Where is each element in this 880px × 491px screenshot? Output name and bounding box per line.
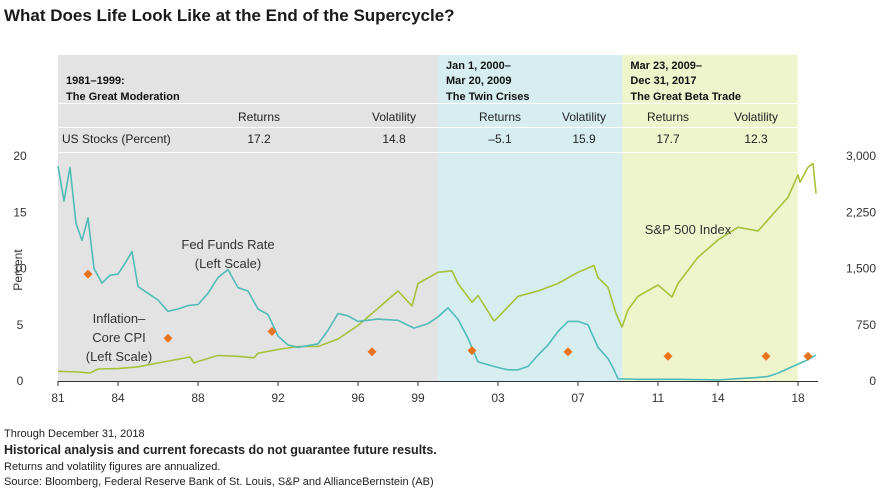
series-annotations: Fed Funds Rate (Left Scale) Inflation– C… xyxy=(86,222,732,364)
era-name-line2: The Great Moderation xyxy=(66,91,180,103)
y-left-tick-label: 5 xyxy=(17,318,24,332)
era-name-line2: The Great Beta Trade xyxy=(630,91,741,103)
x-tick-label: 03 xyxy=(491,391,505,405)
x-tick-label: 96 xyxy=(351,391,365,405)
returns-value: –5.1 xyxy=(488,132,512,146)
sp500-line xyxy=(57,162,817,374)
era-name-line1: 1981–1999: xyxy=(66,75,125,87)
volatility-header: Volatility xyxy=(562,110,606,124)
era-name-line1: Dec 31, 2017 xyxy=(630,75,696,87)
x-tick-label: 99 xyxy=(411,391,425,405)
era-name-line0: Jan 1, 2000– xyxy=(446,60,511,72)
x-tick-label: 11 xyxy=(652,391,665,405)
y-axis-label: Percent xyxy=(11,249,25,291)
volatility-header: Volatility xyxy=(372,110,416,124)
returns-header: Returns xyxy=(479,110,521,124)
x-tick-label: 07 xyxy=(571,391,585,405)
fed-funds-line xyxy=(57,165,817,381)
footnote-annualized: Returns and volatility figures are annua… xyxy=(4,461,221,473)
y-right-tick-label: 0 xyxy=(869,374,876,388)
series-lines xyxy=(57,162,817,381)
y-left-tick-label: 10 xyxy=(13,262,27,276)
era-table: US Stocks (Percent) 1981–1999: The Great M… xyxy=(58,60,818,153)
x-tick-label: 14 xyxy=(711,391,725,405)
x-tick-label: 88 xyxy=(191,391,205,405)
x-tick-label: 81 xyxy=(51,391,65,405)
fed-funds-label-line1: Fed Funds Rate xyxy=(181,237,274,252)
inflation-point xyxy=(163,333,173,343)
inflation-point xyxy=(803,351,813,361)
footnote-source: Source: Bloomberg, Federal Reserve Bank … xyxy=(4,476,434,488)
volatility-value: 12.3 xyxy=(744,132,768,146)
era-band-1 xyxy=(58,55,438,381)
volatility-header: Volatility xyxy=(734,110,778,124)
returns-header: Returns xyxy=(647,110,689,124)
x-tick-label: 84 xyxy=(111,391,125,405)
y-right-tick-label: 3,000 xyxy=(846,149,876,163)
inflation-point xyxy=(663,351,673,361)
footnote-date: Through December 31, 2018 xyxy=(4,428,145,440)
era-band-2 xyxy=(438,55,623,381)
page-title: What Does Life Look Like at the End of t… xyxy=(4,6,455,25)
volatility-value: 15.9 xyxy=(572,132,596,146)
y-right-tick-label: 2,250 xyxy=(846,205,876,219)
table-row-label: US Stocks (Percent) xyxy=(62,132,171,146)
inflation-point xyxy=(761,351,771,361)
era-name-line0: Mar 23, 2009– xyxy=(630,60,702,72)
inflation-label-line1: Inflation– xyxy=(93,311,147,326)
inflation-point xyxy=(563,347,573,357)
y-right-tick-label: 1,500 xyxy=(846,262,876,276)
inflation-label-line2: Core CPI xyxy=(92,330,145,345)
volatility-value: 14.8 xyxy=(382,132,406,146)
y-left-tick-label: 0 xyxy=(17,374,24,388)
y-left-tick-label: 20 xyxy=(13,149,27,163)
inflation-label-line3: (Left Scale) xyxy=(86,349,152,364)
chart-axes: 81 84 88 92 96 99 03 07 11 14 18 0 5 10 15 20 0 750 1,500 2… xyxy=(11,149,876,405)
fed-funds-label-line2: (Left Scale) xyxy=(195,256,261,271)
inflation-point xyxy=(467,346,477,356)
sp500-label: S&P 500 Index xyxy=(645,222,732,237)
inflation-markers xyxy=(83,269,813,361)
inflation-point xyxy=(83,269,93,279)
era-name-line1: Mar 20, 2009 xyxy=(446,75,511,87)
x-tick-label: 18 xyxy=(791,391,805,405)
footnote-disclaimer: Historical analysis and current forecast… xyxy=(4,443,437,457)
returns-header: Returns xyxy=(238,110,280,124)
returns-value: 17.2 xyxy=(247,132,271,146)
y-right-tick-label: 750 xyxy=(856,318,876,332)
era-name-line2: The Twin Crises xyxy=(446,91,530,103)
y-left-tick-label: 15 xyxy=(13,205,27,219)
returns-value: 17.7 xyxy=(656,132,680,146)
x-tick-label: 92 xyxy=(271,391,285,405)
inflation-point xyxy=(267,327,277,336)
inflation-point xyxy=(367,347,377,357)
